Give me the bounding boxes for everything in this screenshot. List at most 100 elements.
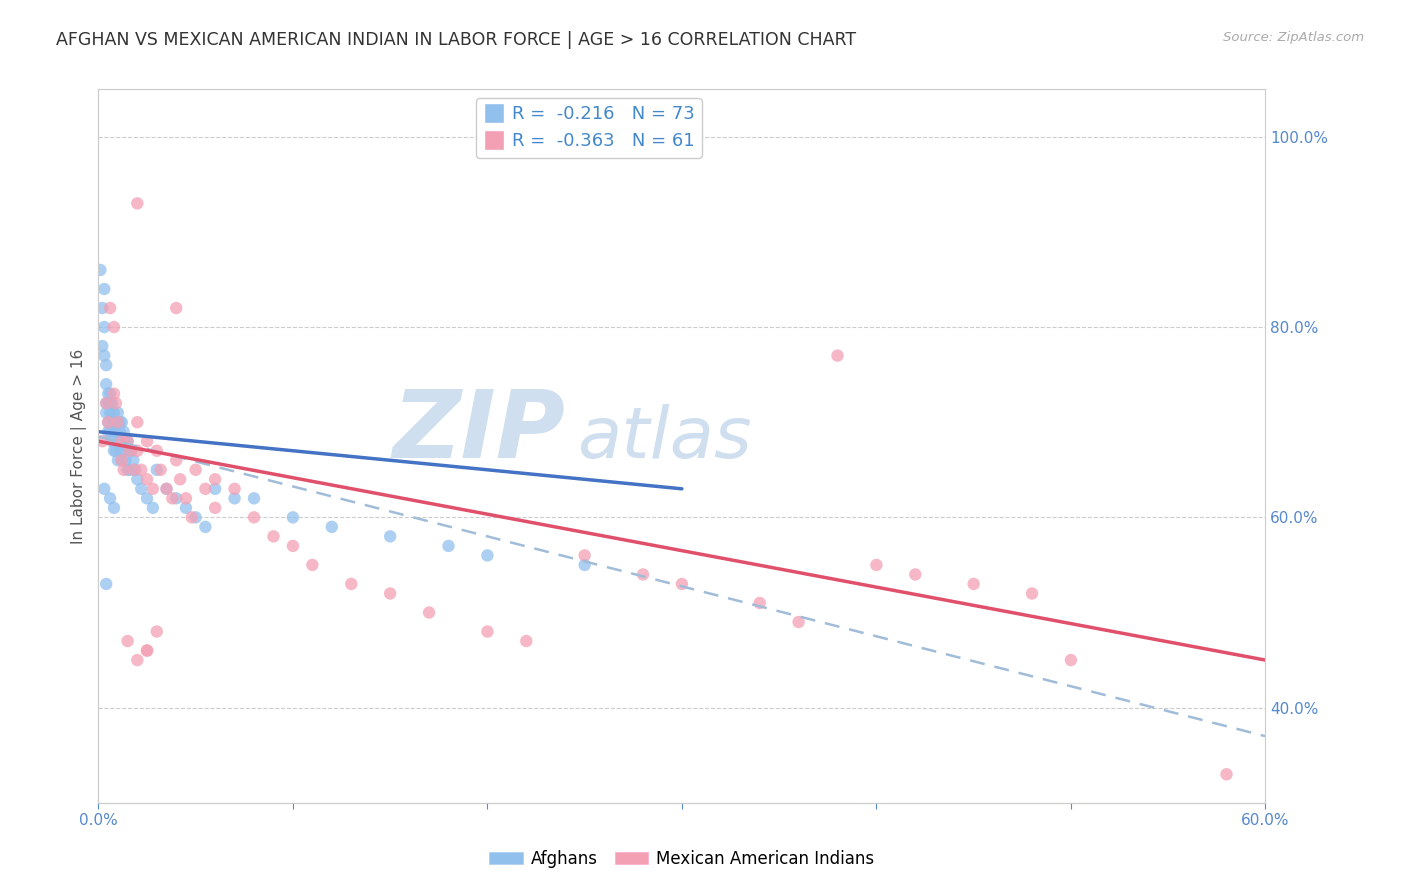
Point: [97, 386, 120, 401]
Point: [149, 463, 172, 477]
Point: [96, 396, 118, 410]
Point: [574, 558, 596, 572]
Point: [155, 482, 177, 496]
Point: [340, 577, 363, 591]
Point: [98, 386, 121, 401]
Point: [321, 520, 343, 534]
Point: [111, 434, 134, 449]
Point: [97, 425, 120, 439]
Point: [136, 472, 159, 486]
Point: [118, 443, 141, 458]
Point: [112, 463, 135, 477]
Text: atlas: atlas: [576, 404, 751, 474]
Point: [224, 482, 246, 496]
Point: [96, 396, 118, 410]
Point: [101, 396, 124, 410]
Point: [117, 434, 139, 449]
Point: [124, 463, 146, 477]
Point: [89, 263, 111, 277]
Point: [1215, 767, 1237, 781]
Point: [787, 615, 810, 629]
Point: [101, 434, 124, 449]
Point: [136, 491, 159, 506]
Point: [111, 434, 134, 449]
Point: [117, 434, 139, 449]
Point: [1060, 653, 1083, 667]
Point: [104, 443, 127, 458]
Point: [165, 453, 187, 467]
Point: [107, 453, 129, 467]
Point: [103, 443, 125, 458]
Point: [104, 415, 127, 429]
Point: [91, 301, 114, 315]
Point: [827, 349, 849, 363]
Point: [96, 358, 118, 372]
Point: [904, 567, 927, 582]
Point: [101, 406, 124, 420]
Point: [301, 558, 323, 572]
Legend: Afghans, Mexican American Indians: Afghans, Mexican American Indians: [482, 844, 882, 875]
Point: [281, 539, 304, 553]
Point: [194, 520, 217, 534]
Point: [631, 567, 654, 582]
Point: [142, 482, 165, 496]
Text: AFGHAN VS MEXICAN AMERICAN INDIAN IN LABOR FORCE | AGE > 16 CORRELATION CHART: AFGHAN VS MEXICAN AMERICAN INDIAN IN LAB…: [56, 31, 856, 49]
Point: [378, 586, 402, 600]
Point: [98, 396, 121, 410]
Point: [437, 539, 460, 553]
Point: [418, 606, 440, 620]
Point: [93, 282, 115, 296]
Point: [142, 500, 165, 515]
Point: [165, 491, 187, 506]
Point: [184, 463, 207, 477]
Point: [108, 415, 131, 429]
Point: [91, 434, 114, 449]
Point: [477, 624, 499, 639]
Point: [184, 510, 207, 524]
Point: [111, 453, 134, 467]
Point: [129, 463, 152, 477]
Point: [136, 643, 159, 657]
Point: [107, 415, 129, 429]
Point: [122, 453, 145, 467]
Point: [194, 482, 217, 496]
Point: [169, 472, 191, 486]
Point: [117, 634, 139, 648]
Point: [111, 453, 134, 467]
Point: [118, 443, 141, 458]
Text: Source: ZipAtlas.com: Source: ZipAtlas.com: [1223, 31, 1364, 45]
Point: [671, 577, 693, 591]
Point: [112, 443, 135, 458]
Point: [378, 529, 402, 543]
Point: [121, 443, 143, 458]
Point: [112, 425, 135, 439]
Point: [98, 406, 121, 420]
Point: [93, 482, 115, 496]
Point: [96, 406, 118, 420]
Point: [204, 482, 226, 496]
Point: [962, 577, 984, 591]
Point: [127, 443, 149, 458]
Point: [515, 634, 537, 648]
Point: [1021, 586, 1043, 600]
Point: [96, 377, 118, 392]
Point: [93, 349, 115, 363]
Point: [101, 415, 124, 429]
Point: [96, 577, 118, 591]
Point: [103, 500, 125, 515]
Point: [174, 491, 197, 506]
Point: [127, 653, 149, 667]
Point: [97, 415, 120, 429]
Point: [93, 320, 115, 334]
Text: ZIP: ZIP: [392, 385, 565, 478]
Point: [281, 510, 304, 524]
Point: [103, 406, 125, 420]
Point: [129, 482, 152, 496]
Point: [243, 510, 266, 524]
Point: [865, 558, 887, 572]
Point: [114, 453, 136, 467]
Point: [103, 320, 125, 334]
Point: [98, 425, 121, 439]
Point: [127, 415, 149, 429]
Point: [114, 434, 136, 449]
